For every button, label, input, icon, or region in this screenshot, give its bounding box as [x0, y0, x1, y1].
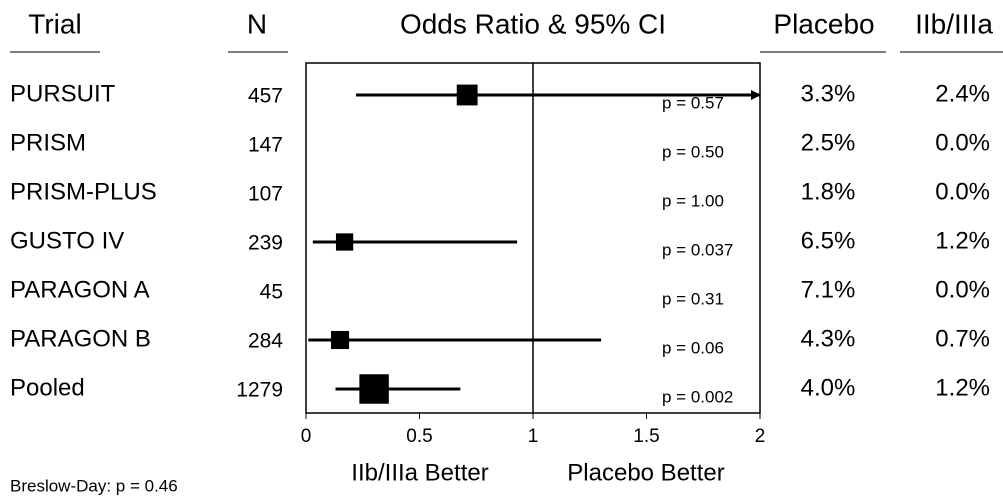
- footnote: Breslow-Day: p = 0.46: [10, 476, 178, 495]
- p-value: p = 0.06: [662, 338, 724, 357]
- treatment-rate: 0.0%: [935, 178, 990, 205]
- trial-name: Pooled: [10, 374, 85, 401]
- x-tick-label: 1.5: [633, 426, 659, 447]
- placebo-rate: 6.5%: [801, 227, 856, 254]
- chart-title: Odds Ratio & 95% CI: [400, 8, 666, 39]
- treatment-rate: 2.4%: [935, 80, 990, 107]
- trial-name: GUSTO IV: [10, 227, 124, 254]
- placebo-rate: 1.8%: [801, 178, 856, 205]
- trial-n: 284: [248, 330, 283, 353]
- placebo-rate: 4.3%: [801, 325, 856, 352]
- x-tick-label: 2: [755, 426, 766, 447]
- header-placebo: Placebo: [773, 8, 874, 39]
- odds-ratio-marker: [330, 330, 350, 350]
- placebo-rate: 2.5%: [801, 129, 856, 156]
- treatment-rate: 0.7%: [935, 325, 990, 352]
- p-value: p = 0.31: [662, 289, 724, 308]
- x-tick-label: 1: [528, 426, 539, 447]
- placebo-rate: 4.0%: [801, 374, 856, 401]
- trial-n: 147: [248, 134, 283, 157]
- left-label: IIb/IIIa Better: [351, 459, 488, 486]
- treatment-rate: 1.2%: [935, 374, 990, 401]
- treatment-rate: 0.0%: [935, 276, 990, 303]
- p-value: p = 0.002: [662, 387, 733, 406]
- placebo-rate: 3.3%: [801, 80, 856, 107]
- odds-ratio-marker: [335, 233, 354, 251]
- trial-name: PRISM: [10, 129, 86, 156]
- trial-name: PRISM-PLUS: [10, 178, 157, 205]
- header-trial: Trial: [28, 8, 81, 39]
- trial-n: 239: [248, 232, 283, 255]
- trial-n: 107: [248, 183, 283, 206]
- header-treatment: IIb/IIIa: [915, 8, 993, 39]
- p-value: p = 1.00: [662, 191, 724, 210]
- treatment-rate: 1.2%: [935, 227, 990, 254]
- right-label: Placebo Better: [567, 459, 724, 486]
- trial-name: PURSUIT: [10, 80, 116, 107]
- odds-ratio-marker: [359, 374, 389, 404]
- x-tick-label: 0.5: [406, 426, 432, 447]
- x-tick-label: 0: [301, 426, 312, 447]
- treatment-rate: 0.0%: [935, 129, 990, 156]
- trial-name: PARAGON B: [10, 325, 151, 352]
- trial-n: 457: [248, 85, 283, 108]
- p-value: p = 0.50: [662, 142, 724, 161]
- placebo-rate: 7.1%: [801, 276, 856, 303]
- odds-ratio-marker: [456, 84, 478, 106]
- trial-n: 45: [260, 281, 283, 304]
- p-value: p = 0.57: [662, 93, 724, 112]
- trial-n: 1279: [236, 379, 283, 402]
- trial-name: PARAGON A: [10, 276, 150, 303]
- p-value: p = 0.037: [662, 240, 733, 259]
- header-n: N: [247, 8, 267, 39]
